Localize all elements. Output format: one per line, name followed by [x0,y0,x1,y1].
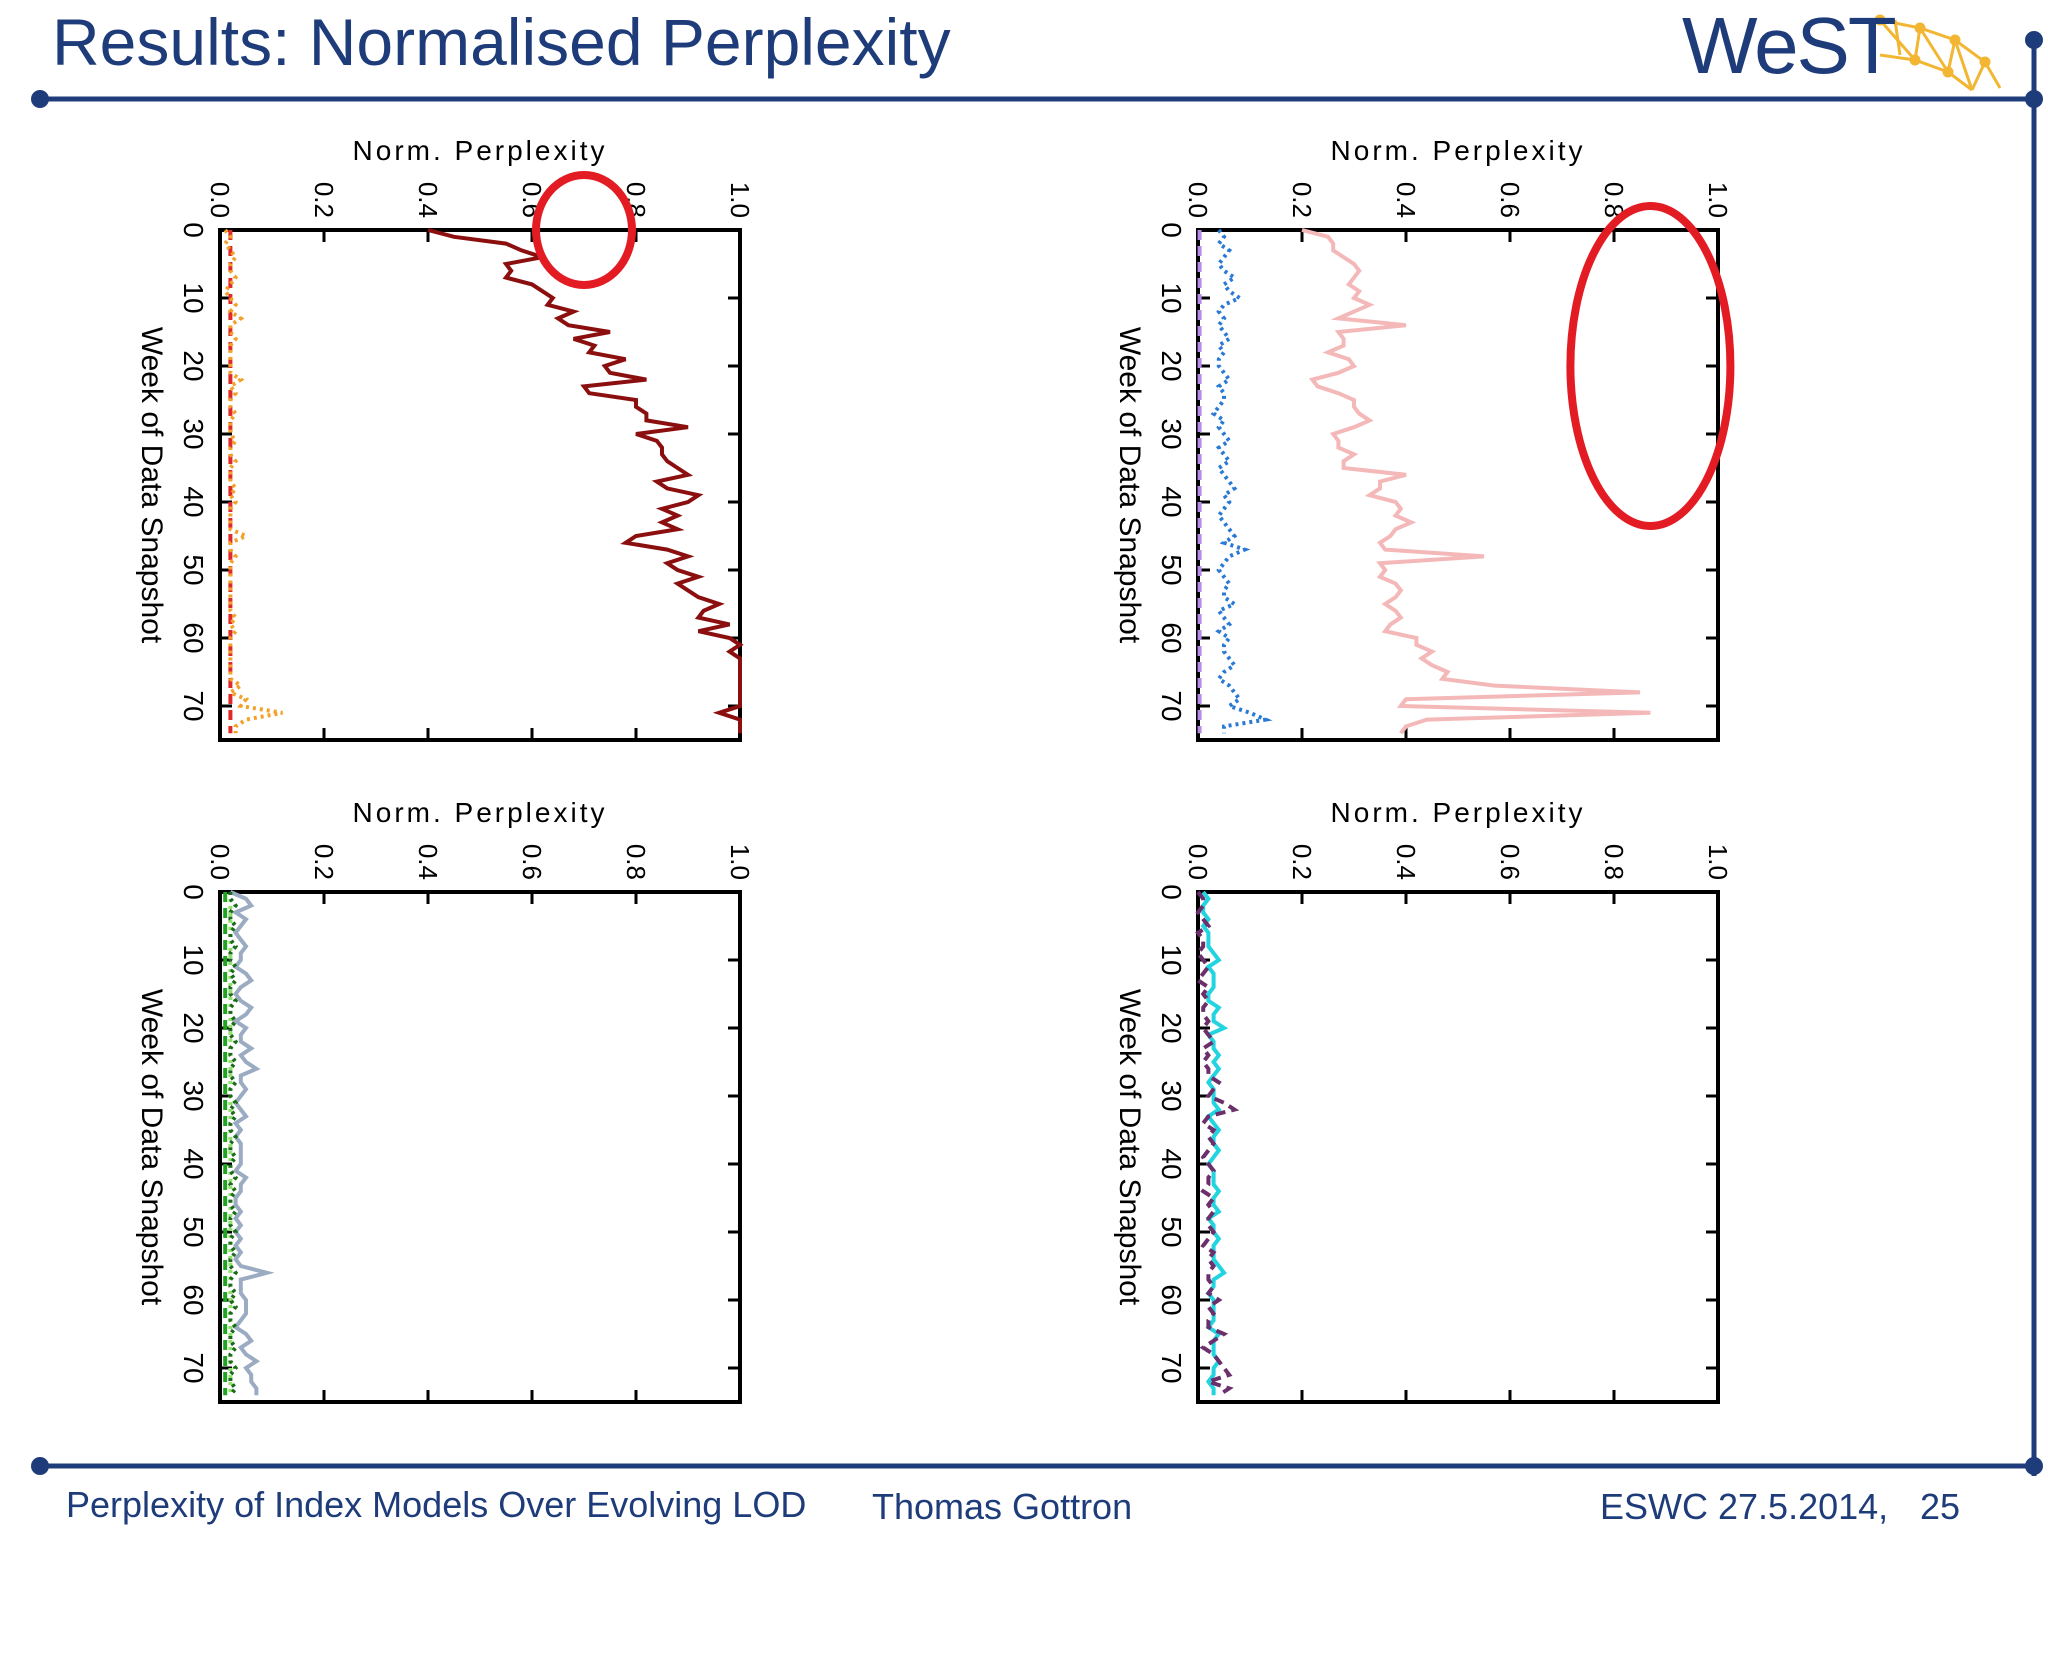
y-tick-label: 0.6 [1495,844,1525,880]
series-line-rdf-type [229,890,275,1396]
top-rule-dot-left [31,90,49,108]
y-tick-label: 0.2 [1287,182,1317,218]
chart-bottom-right-rotated-group: 0 10 20 30 40 50 60 70 0.0 0.2 0.4 0.6 0.8 1.0 Norm. P… [1062,797,1733,1404]
slide-frame [31,14,2043,1476]
footer-event: ESWC 27.5.2014, [1600,1486,1889,1527]
highlight-circle [1566,202,1735,530]
y-tick-label: 0.4 [413,844,443,880]
x-axis-label: Week of Data Snapshot [1113,327,1146,644]
y-tick-label: 0.2 [1287,844,1317,880]
x-tick-label: 40 [178,1148,209,1179]
y-tick-label: 0.0 [1183,182,1213,218]
footer-author: Thomas Gottron [872,1486,1133,1527]
y-axis-label: Norm. Perplexity [1331,797,1586,828]
x-tick-label: 10 [1156,944,1187,975]
chart-bottom-right-svg: 0 10 20 30 40 50 60 70 0.0 0.2 0.4 0.6 0.8 1.0 Norm. P… [1062,797,1733,1404]
x-tick-label: 60 [178,622,209,653]
chart-bottom-left-svg: 0 10 20 30 40 50 60 70 0.0 0.2 0.4 0.6 0.8 1.0 Norm. P… [34,797,755,1582]
y-tick-label: 0.4 [413,182,443,218]
right-rule-dot-bottom [2025,1457,2043,1475]
x-tick-label: 70 [178,1352,209,1383]
x-tick-label: 10 [178,944,209,975]
x-tick-label: 0 [178,884,209,900]
plot-frame [218,890,742,1404]
y-axis-label: Norm. Perplexity [353,797,608,828]
series-line-context [1301,228,1651,735]
x-tick-label: 50 [178,1216,209,1247]
x-tick-label: 0 [1156,222,1187,238]
x-tick-label: 0 [178,222,209,238]
x-tick-label: 30 [178,418,209,449]
y-tick-label: 0.0 [205,182,235,218]
y-tick-label: 0.2 [309,844,339,880]
y-tick-label: 1.0 [725,182,755,218]
x-tick-label: 60 [178,1284,209,1315]
x-tick-label: 20 [178,350,209,381]
x-tick-label: 60 [1156,622,1187,653]
y-tick-label: 1.0 [1703,844,1733,880]
x-tick-label: 40 [178,486,209,517]
x-tick-label: 50 [178,554,209,585]
y-tick-label: 0.8 [1599,844,1629,880]
chart-bottom-left-rotated-group: 0 10 20 30 40 50 60 70 0.0 0.2 0.4 0.6 0.8 1.0 Norm. P… [34,797,755,1582]
x-tick-label: 20 [1156,1012,1187,1043]
series-line-schemex [1195,890,1240,1397]
y-axis-label: Norm. Perplexity [353,135,608,166]
y-tick-label: 0.4 [1391,844,1421,880]
x-tick-label: 30 [1156,1080,1187,1111]
x-axis-label: Week of Data Snapshot [135,989,168,1306]
x-tick-label: 50 [1156,1216,1187,1247]
chart-bottom-right: 0 10 20 30 40 50 60 70 0.0 0.2 0.4 0.6 0.8 1.0 Norm. P… [1062,782,1758,1662]
page-number: 25 [1920,1486,1961,1527]
y-tick-label: 0.4 [1391,182,1421,218]
y-axis-label: Norm. Perplexity [1331,135,1586,166]
x-tick-label: 70 [178,690,209,721]
x-tick-label: 20 [1156,350,1187,381]
series-line-object [222,228,283,734]
west-logo: WeST [1682,1,1897,90]
series-line-ips [227,892,239,1397]
x-axis-label: Week of Data Snapshot [135,327,168,644]
x-tick-label: 40 [1156,486,1187,517]
y-tick-label: 0.6 [517,844,547,880]
x-axis-label: Week of Data Snapshot [1113,989,1146,1306]
x-tick-label: 30 [178,1080,209,1111]
x-tick-label: 0 [1156,884,1187,900]
plot-frame [1196,890,1720,1404]
x-tick-label: 10 [1156,282,1187,313]
logo-network-icon [1874,14,2002,92]
y-tick-label: 0.0 [205,844,235,880]
x-tick-label: 60 [1156,1284,1187,1315]
x-tick-label: 40 [1156,1148,1187,1179]
bottom-rule-dot-left [31,1457,49,1475]
x-tick-label: 30 [1156,418,1187,449]
y-tick-label: 0.0 [1183,844,1213,880]
series-line-subject [427,228,744,734]
series-line-pld [1210,228,1273,734]
y-tick-label: 1.0 [725,844,755,880]
y-tick-label: 1.0 [1703,182,1733,218]
plot-frame [1196,228,1720,742]
y-tick-label: 0.8 [621,844,651,880]
highlight-circle [532,171,636,289]
x-tick-label: 70 [1156,1352,1187,1383]
slide-title: Results: Normalised Perplexity [52,5,951,79]
right-rule-dot-top [2025,31,2043,49]
x-tick-label: 50 [1156,554,1187,585]
footer-title: Perplexity of Index Models Over Evolving… [66,1484,807,1525]
plot-frame [218,228,742,742]
right-rule-dot-mid [2025,90,2043,108]
chart-bottom-left: 0 10 20 30 40 50 60 70 0.0 0.2 0.4 0.6 0.8 1.0 Norm. P… [34,782,780,1662]
y-tick-label: 0.2 [309,182,339,218]
x-tick-label: 20 [178,1012,209,1043]
x-tick-label: 70 [1156,690,1187,721]
x-tick-label: 10 [178,282,209,313]
y-tick-label: 0.6 [1495,182,1525,218]
